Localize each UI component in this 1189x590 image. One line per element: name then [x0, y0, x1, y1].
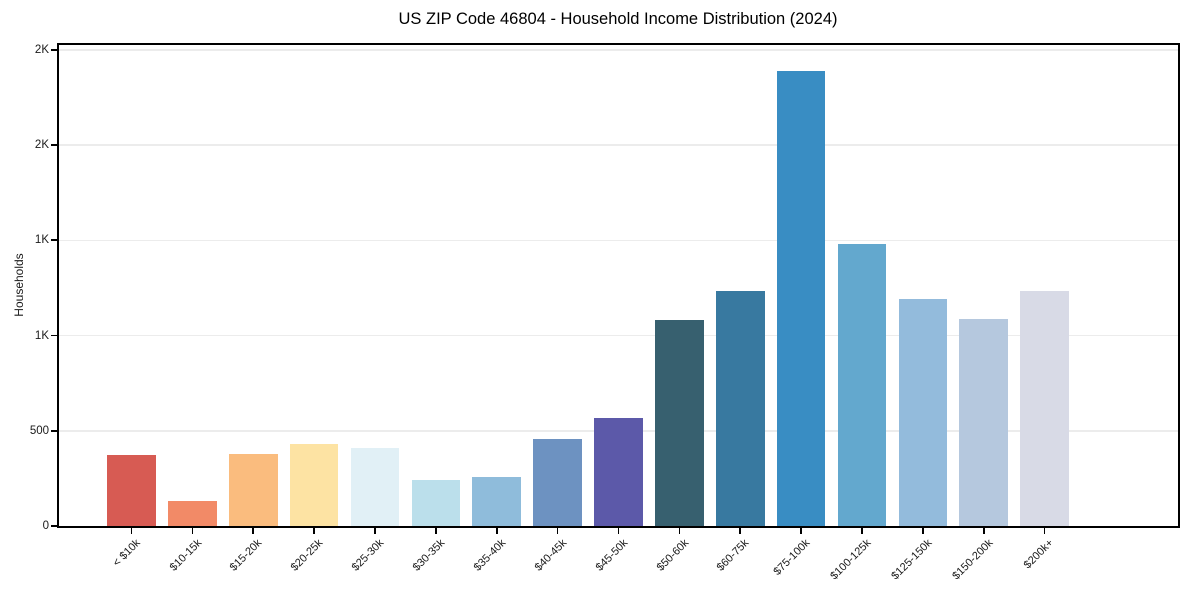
x-tick-mark	[861, 528, 863, 534]
x-tick-mark	[556, 528, 559, 534]
gridline	[59, 239, 1178, 242]
bar-2	[167, 501, 217, 526]
plot-area	[57, 43, 1180, 528]
bar-3	[228, 454, 278, 526]
y-tick-label: 2K	[34, 139, 49, 151]
x-tick-mark	[982, 528, 985, 534]
x-tick-mark	[922, 528, 924, 534]
gridline	[59, 334, 1178, 337]
x-tick-mark	[495, 528, 498, 534]
x-tick-mark	[252, 528, 254, 534]
y-tick-mark	[51, 48, 57, 51]
x-tick-mark	[739, 528, 742, 534]
bar-14	[898, 298, 948, 526]
x-tick-mark	[130, 528, 133, 534]
x-tick-mark	[191, 528, 194, 534]
y-tick-mark	[51, 525, 57, 527]
bar-8	[533, 438, 582, 526]
bar-13	[837, 244, 887, 526]
x-tick-mark	[435, 528, 437, 534]
bar-12	[776, 70, 826, 526]
y-tick-label: 0	[42, 520, 49, 532]
gridline	[59, 144, 1178, 146]
x-tick-mark	[374, 528, 376, 534]
y-tick-label: 2K	[34, 43, 49, 56]
x-tick-mark	[313, 528, 315, 534]
bar-11	[715, 290, 765, 526]
bar-6	[411, 479, 461, 526]
y-tick-label: 1K	[34, 234, 49, 247]
bar-1	[107, 454, 156, 526]
y-axis-label: Households	[12, 253, 26, 317]
gridline	[59, 49, 1178, 51]
y-tick-label: 500	[29, 424, 49, 437]
x-tick-mark	[678, 528, 681, 534]
y-tick-mark	[51, 239, 57, 242]
x-tick-mark	[617, 528, 620, 534]
bar-5	[350, 448, 400, 526]
bar-9	[594, 417, 643, 526]
bar-10	[655, 319, 704, 526]
chart-title: US ZIP Code 46804 - Household Income Dis…	[398, 10, 838, 28]
y-tick-mark	[51, 144, 57, 146]
bar-15	[959, 318, 1009, 526]
y-tick-mark	[51, 334, 57, 337]
bar-7	[472, 477, 522, 526]
x-tick-mark	[1043, 528, 1046, 534]
y-tick-mark	[51, 429, 57, 432]
bar-16	[1020, 290, 1070, 526]
x-tick-mark	[800, 528, 802, 534]
y-tick-label: 1K	[34, 329, 49, 342]
bar-4	[289, 443, 339, 526]
